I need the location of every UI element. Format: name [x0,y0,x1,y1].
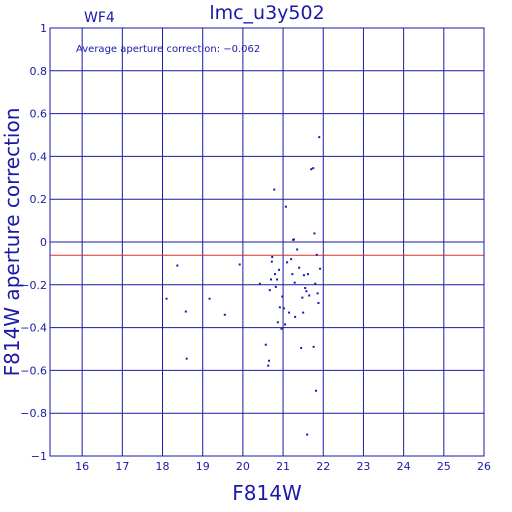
data-point [305,290,308,293]
y-axis-title: F814W aperture correction [0,108,24,377]
data-point [302,311,305,314]
data-point [291,273,294,276]
data-point [184,310,187,313]
x-tick-label: 25 [437,460,451,473]
x-tick-label: 20 [236,460,250,473]
x-tick-label: 16 [75,460,89,473]
data-point [308,294,311,297]
data-point [284,205,287,208]
data-point [317,301,320,304]
x-tick-label: 21 [276,460,290,473]
data-points [165,136,322,436]
x-tick-label: 24 [397,460,411,473]
x-tick-label: 18 [156,460,170,473]
data-point [274,273,277,276]
data-point [300,346,303,349]
data-point [271,255,274,258]
data-point [315,389,318,392]
data-point [306,433,309,436]
data-point [301,296,304,299]
data-point [274,285,277,288]
data-point [270,260,273,263]
data-point [304,287,307,290]
y-tick-label: −0.6 [20,364,47,377]
y-tick-label: −0.2 [20,279,47,292]
chart-title: lmc_u3y502 [209,2,324,24]
data-point [314,282,317,285]
data-point [268,359,271,362]
x-tick-label: 22 [316,460,330,473]
y-tick-label: −0.4 [20,322,47,335]
data-point [316,292,319,295]
data-point [267,364,270,367]
x-tick-label: 26 [477,460,491,473]
data-point [280,327,283,330]
grid-lines [50,27,485,457]
data-point [258,282,261,285]
x-tick-label: 19 [196,460,210,473]
data-point [281,295,284,298]
y-tick-label: 0.2 [30,193,48,206]
data-point [293,281,296,284]
average-annotation: Average aperture correction: −0.062 [76,44,260,55]
data-point [298,266,301,269]
data-point [273,188,276,191]
panel-label: WF4 [84,10,115,26]
data-point [310,168,313,171]
data-point [315,253,318,256]
data-point [276,321,279,324]
data-point [264,343,267,346]
data-point [176,264,179,267]
data-point [296,248,299,251]
y-tick-label: 1 [40,22,47,35]
y-tick-label: 0.8 [30,65,48,78]
data-point [290,258,293,261]
data-point [268,289,271,292]
plot-frame [49,27,485,457]
data-point [282,307,285,310]
data-point [294,315,297,318]
y-tick-label: −0.8 [20,407,47,420]
data-point [302,274,305,277]
y-tick-label: 0 [40,236,47,249]
data-point [208,297,211,300]
data-point [288,311,291,314]
data-point [292,238,295,241]
x-axis-title: F814W [232,481,302,505]
data-point [165,297,168,300]
data-point [278,268,281,271]
x-tick-label: 23 [356,460,370,473]
y-tick-label: 0.4 [30,150,48,163]
data-point [286,261,289,264]
data-point [313,232,316,235]
x-tick-labels: 16 17 18 19 20 21 22 23 24 25 26 [75,460,491,473]
y-tick-labels: −1 −0.8 −0.6 −0.4 −0.2 0 0.2 0.4 0.6 0.8 1 [20,22,47,463]
data-point [278,306,281,309]
x-tick-label: 17 [115,460,129,473]
data-point [306,273,309,276]
y-tick-label: −1 [31,450,47,463]
data-point [318,136,321,139]
data-point [185,357,188,360]
data-point [270,278,273,281]
data-point [284,323,287,326]
data-point [276,278,279,281]
data-point [319,267,322,270]
data-point [312,345,315,348]
y-tick-label: 0.6 [30,108,48,121]
data-point [238,263,241,266]
data-point [223,313,226,316]
data-point [312,167,315,170]
